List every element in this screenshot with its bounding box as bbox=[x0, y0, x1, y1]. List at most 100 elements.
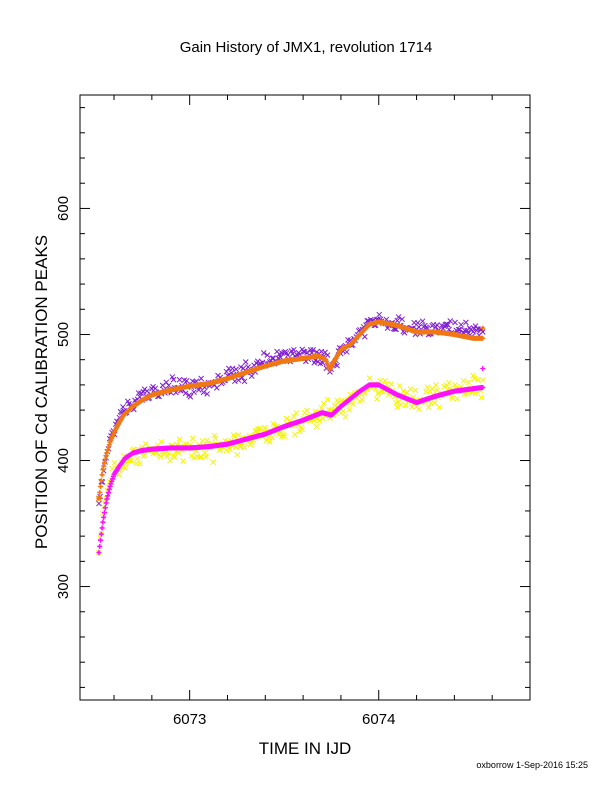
data-point-stroke bbox=[175, 449, 182, 456]
data-point bbox=[290, 346, 297, 353]
data-point-stroke bbox=[331, 402, 338, 409]
data-point-stroke bbox=[472, 323, 479, 329]
end-marker bbox=[95, 495, 102, 502]
data-point-stroke bbox=[345, 337, 351, 343]
data-point-stroke bbox=[361, 390, 368, 397]
data-point bbox=[191, 389, 197, 396]
data-point-stroke bbox=[382, 377, 389, 384]
data-point-stroke bbox=[228, 370, 235, 376]
data-point-stroke bbox=[270, 420, 277, 427]
data-point bbox=[432, 382, 439, 388]
data-point bbox=[281, 433, 288, 439]
data-point-stroke bbox=[447, 318, 454, 324]
data-point-stroke bbox=[334, 362, 340, 369]
data-point-stroke bbox=[135, 390, 142, 396]
data-point bbox=[361, 333, 368, 340]
data-point-stroke bbox=[269, 434, 276, 441]
data-point bbox=[304, 407, 310, 414]
data-point-stroke bbox=[130, 446, 137, 452]
data-point bbox=[313, 423, 320, 430]
data-point-stroke bbox=[461, 391, 468, 397]
data-point-stroke bbox=[366, 375, 373, 381]
data-point bbox=[176, 376, 183, 383]
data-point bbox=[204, 391, 211, 397]
data-point-stroke bbox=[198, 375, 205, 382]
data-point-stroke bbox=[134, 455, 141, 462]
chart-title: Gain History of JMX1, revolution 1714 bbox=[180, 39, 433, 56]
data-point bbox=[238, 443, 244, 450]
data-point bbox=[324, 352, 331, 358]
data-point-stroke bbox=[263, 437, 270, 444]
data-point bbox=[102, 456, 108, 462]
data-point-stroke bbox=[164, 453, 171, 460]
data-point-stroke bbox=[233, 444, 239, 451]
data-point bbox=[324, 396, 331, 403]
data-point bbox=[396, 383, 403, 389]
data-point bbox=[416, 406, 422, 413]
data-point bbox=[212, 435, 219, 442]
y-tick-label: 400 bbox=[55, 448, 72, 473]
data-point-stroke bbox=[328, 407, 334, 414]
data-point bbox=[98, 531, 104, 537]
data-point bbox=[472, 390, 479, 397]
data-point-stroke bbox=[304, 349, 310, 356]
data-point-stroke bbox=[241, 378, 248, 385]
data-point-stroke bbox=[240, 365, 247, 372]
data-point-stroke bbox=[183, 377, 190, 384]
data-point-stroke bbox=[236, 443, 243, 450]
data-point bbox=[235, 432, 242, 439]
data-point-stroke bbox=[182, 390, 189, 397]
data-point bbox=[434, 322, 440, 328]
data-point-stroke bbox=[463, 319, 469, 326]
data-point-stroke bbox=[187, 393, 194, 400]
data-point bbox=[100, 519, 106, 525]
data-point bbox=[104, 496, 110, 502]
data-point bbox=[416, 324, 422, 330]
data-point bbox=[283, 415, 290, 422]
data-point-stroke bbox=[136, 460, 143, 467]
data-point-stroke bbox=[299, 426, 306, 433]
data-point-stroke bbox=[128, 457, 135, 464]
data-point bbox=[412, 387, 419, 394]
data-point bbox=[223, 368, 230, 375]
data-point-stroke bbox=[400, 388, 407, 394]
data-point bbox=[340, 408, 347, 414]
data-point-stroke bbox=[396, 383, 403, 389]
data-point bbox=[152, 385, 159, 392]
data-point bbox=[264, 352, 271, 358]
data-point-stroke bbox=[120, 404, 126, 410]
data-point-stroke bbox=[227, 446, 233, 453]
axis-ticks: 6073 6074 300 400 500 600 bbox=[55, 95, 530, 728]
data-point bbox=[399, 316, 405, 323]
data-point-stroke bbox=[479, 377, 486, 383]
data-point-stroke bbox=[238, 443, 244, 450]
footer-credit: oxborrow 1-Sep-2016 15:25 bbox=[476, 760, 588, 770]
data-point-stroke bbox=[416, 406, 422, 413]
data-point-stroke bbox=[394, 317, 401, 324]
data-point-stroke bbox=[353, 395, 360, 401]
data-point bbox=[99, 525, 105, 531]
data-point bbox=[402, 402, 409, 409]
data-point bbox=[102, 505, 108, 511]
data-point-stroke bbox=[334, 397, 340, 404]
end-marker bbox=[480, 325, 486, 331]
data-point bbox=[447, 318, 454, 324]
data-point bbox=[180, 458, 186, 464]
data-point bbox=[234, 451, 241, 458]
data-point-stroke bbox=[213, 385, 220, 391]
data-point bbox=[116, 471, 123, 478]
data-point-stroke bbox=[457, 326, 463, 333]
data-point bbox=[343, 349, 350, 355]
data-point-stroke bbox=[419, 318, 426, 325]
data-point-stroke bbox=[235, 377, 242, 384]
data-point-stroke bbox=[210, 459, 217, 466]
data-point-stroke bbox=[461, 327, 468, 334]
data-point-stroke bbox=[301, 349, 308, 355]
data-point-stroke bbox=[241, 444, 248, 451]
data-point-stroke bbox=[349, 401, 356, 407]
data-point bbox=[407, 386, 414, 392]
data-point-stroke bbox=[312, 357, 319, 364]
data-point bbox=[102, 510, 108, 516]
data-point-stroke bbox=[315, 415, 321, 422]
data-marks bbox=[95, 311, 486, 556]
